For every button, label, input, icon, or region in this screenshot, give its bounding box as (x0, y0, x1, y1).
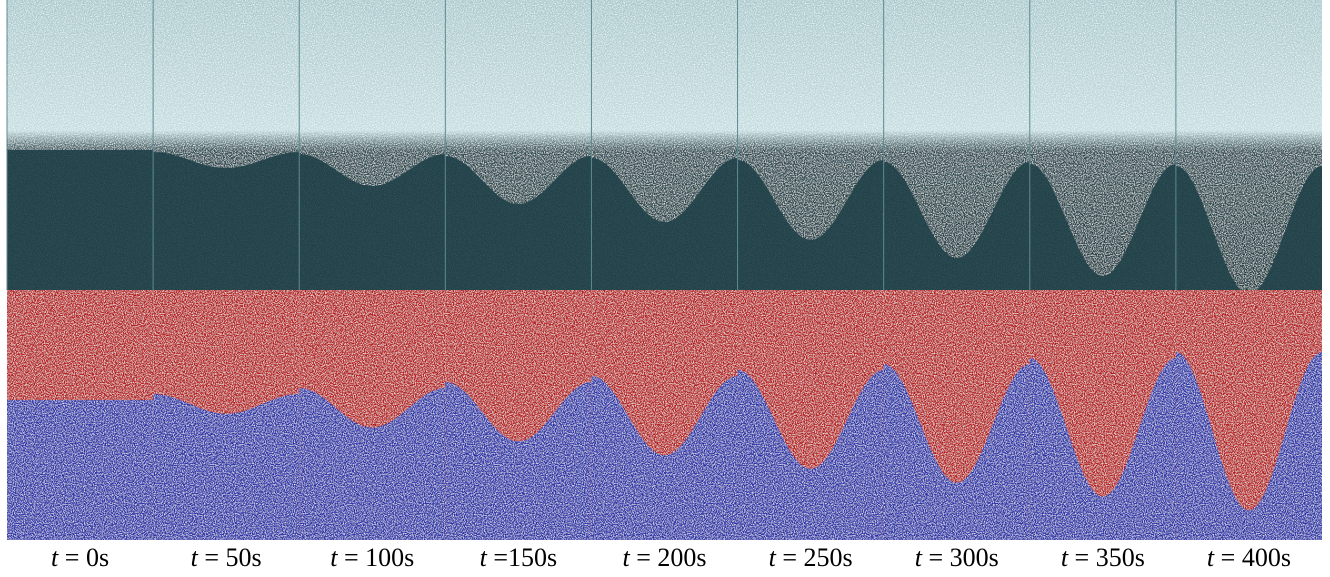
photo-dark (445, 156, 592, 290)
photo-dark (591, 158, 738, 290)
panel (444, 0, 592, 540)
panel (1175, 0, 1322, 540)
photo-dark (1175, 166, 1322, 294)
time-label: t = 200s (622, 543, 706, 572)
photo-dark (883, 162, 1030, 290)
panel (883, 0, 1030, 540)
panel (6, 0, 154, 540)
labels: t = 0s t = 50s t = 100s t =150s t = 200s t = … (51, 543, 1291, 572)
photo-dark (153, 152, 300, 290)
sim-blue (1029, 358, 1176, 540)
photo-dark (7, 150, 154, 290)
time-label: t = 0s (51, 543, 109, 572)
sim-blue (737, 370, 884, 540)
sim-blue (445, 382, 592, 540)
photo-dark (737, 160, 884, 290)
time-label: t = 300s (915, 543, 999, 572)
panel (590, 0, 738, 540)
time-label: t = 350s (1061, 543, 1145, 572)
panels (6, 0, 1322, 540)
sim-blue (299, 388, 446, 540)
panel (737, 0, 884, 540)
panel (298, 0, 446, 540)
sim-blue (591, 376, 738, 540)
sim-blue (1175, 352, 1322, 540)
panel (152, 0, 300, 540)
photo-dark (299, 154, 446, 290)
sim-blue (7, 400, 154, 540)
sim-blue (883, 364, 1030, 540)
time-label: t =150s (480, 543, 558, 572)
panel (1029, 0, 1176, 540)
time-label: t = 250s (769, 543, 853, 572)
time-label: t = 100s (330, 543, 414, 572)
photo-dark (1029, 164, 1176, 290)
sim-blue (153, 394, 300, 540)
time-label: t = 50s (191, 543, 262, 572)
time-label: t = 400s (1207, 543, 1291, 572)
